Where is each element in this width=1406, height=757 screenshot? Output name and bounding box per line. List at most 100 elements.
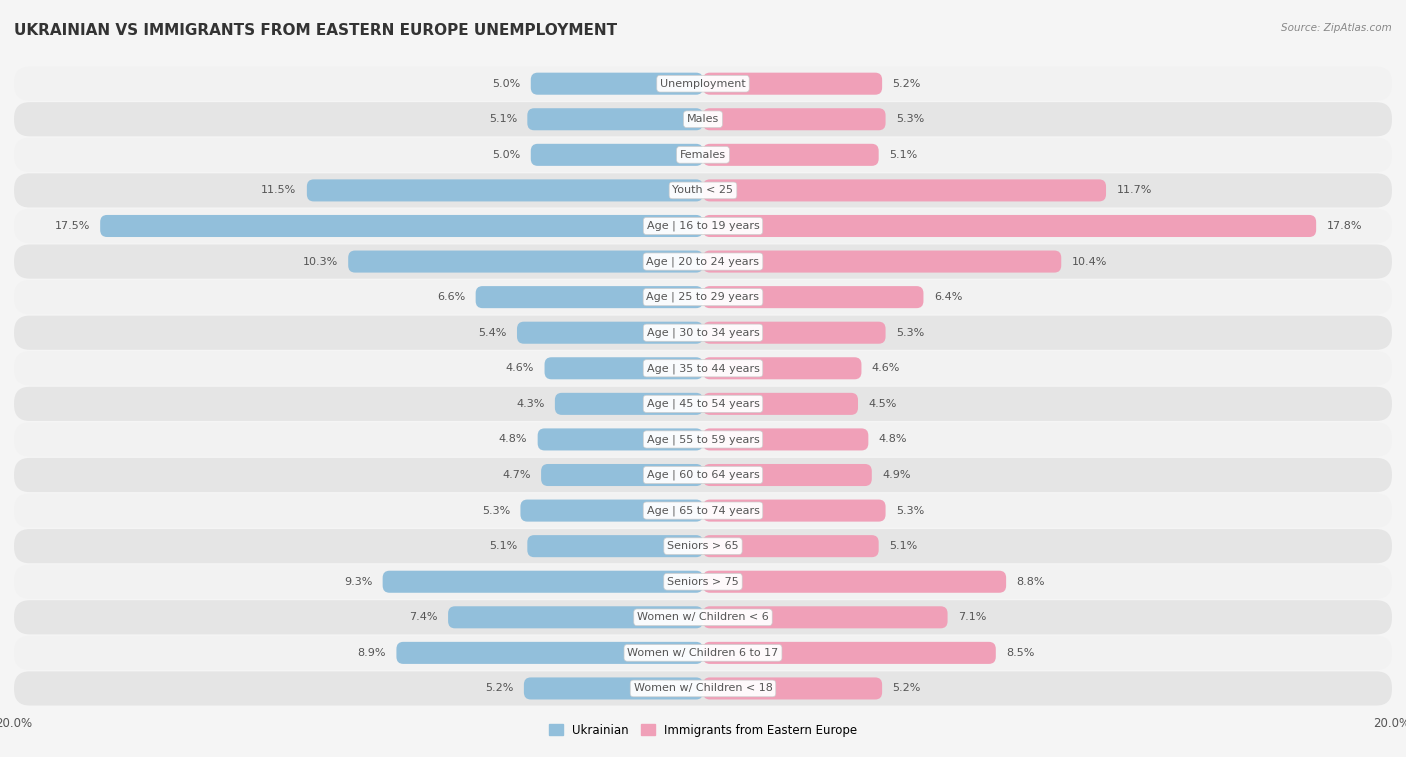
Text: 5.0%: 5.0%	[492, 79, 520, 89]
Text: Age | 55 to 59 years: Age | 55 to 59 years	[647, 435, 759, 444]
Text: 7.1%: 7.1%	[957, 612, 986, 622]
Text: 6.4%: 6.4%	[934, 292, 962, 302]
Text: 5.1%: 5.1%	[889, 150, 917, 160]
Text: 8.8%: 8.8%	[1017, 577, 1045, 587]
Text: Age | 25 to 29 years: Age | 25 to 29 years	[647, 292, 759, 302]
Text: 17.8%: 17.8%	[1326, 221, 1362, 231]
FancyBboxPatch shape	[703, 322, 886, 344]
Text: 4.3%: 4.3%	[516, 399, 544, 409]
Text: Age | 45 to 54 years: Age | 45 to 54 years	[647, 399, 759, 409]
Text: Age | 16 to 19 years: Age | 16 to 19 years	[647, 221, 759, 231]
FancyBboxPatch shape	[14, 387, 1392, 421]
FancyBboxPatch shape	[703, 108, 886, 130]
Text: 5.3%: 5.3%	[896, 506, 924, 516]
FancyBboxPatch shape	[14, 102, 1392, 136]
FancyBboxPatch shape	[527, 108, 703, 130]
FancyBboxPatch shape	[14, 173, 1392, 207]
FancyBboxPatch shape	[14, 280, 1392, 314]
Text: Source: ZipAtlas.com: Source: ZipAtlas.com	[1281, 23, 1392, 33]
FancyBboxPatch shape	[382, 571, 703, 593]
Text: Women w/ Children < 6: Women w/ Children < 6	[637, 612, 769, 622]
FancyBboxPatch shape	[14, 458, 1392, 492]
FancyBboxPatch shape	[555, 393, 703, 415]
Text: 4.8%: 4.8%	[879, 435, 907, 444]
Text: 5.4%: 5.4%	[478, 328, 506, 338]
FancyBboxPatch shape	[703, 251, 1062, 273]
Text: 5.2%: 5.2%	[893, 684, 921, 693]
FancyBboxPatch shape	[703, 464, 872, 486]
Text: Age | 30 to 34 years: Age | 30 to 34 years	[647, 328, 759, 338]
Text: 5.2%: 5.2%	[485, 684, 513, 693]
FancyBboxPatch shape	[703, 179, 1107, 201]
FancyBboxPatch shape	[14, 138, 1392, 172]
Text: Women w/ Children 6 to 17: Women w/ Children 6 to 17	[627, 648, 779, 658]
Text: Age | 35 to 44 years: Age | 35 to 44 years	[647, 363, 759, 373]
FancyBboxPatch shape	[14, 245, 1392, 279]
Legend: Ukrainian, Immigrants from Eastern Europe: Ukrainian, Immigrants from Eastern Europ…	[544, 719, 862, 742]
FancyBboxPatch shape	[14, 316, 1392, 350]
Text: 4.7%: 4.7%	[502, 470, 531, 480]
Text: 17.5%: 17.5%	[55, 221, 90, 231]
FancyBboxPatch shape	[703, 215, 1316, 237]
Text: Age | 60 to 64 years: Age | 60 to 64 years	[647, 470, 759, 480]
Text: 11.7%: 11.7%	[1116, 185, 1152, 195]
Text: 8.5%: 8.5%	[1007, 648, 1035, 658]
FancyBboxPatch shape	[14, 209, 1392, 243]
FancyBboxPatch shape	[703, 606, 948, 628]
Text: 11.5%: 11.5%	[262, 185, 297, 195]
FancyBboxPatch shape	[703, 357, 862, 379]
FancyBboxPatch shape	[520, 500, 703, 522]
FancyBboxPatch shape	[14, 529, 1392, 563]
Text: 5.3%: 5.3%	[896, 114, 924, 124]
FancyBboxPatch shape	[14, 636, 1392, 670]
Text: Women w/ Children < 18: Women w/ Children < 18	[634, 684, 772, 693]
Text: 6.6%: 6.6%	[437, 292, 465, 302]
FancyBboxPatch shape	[14, 422, 1392, 456]
Text: Age | 20 to 24 years: Age | 20 to 24 years	[647, 257, 759, 266]
Text: Unemployment: Unemployment	[661, 79, 745, 89]
Text: Seniors > 75: Seniors > 75	[666, 577, 740, 587]
FancyBboxPatch shape	[449, 606, 703, 628]
Text: Females: Females	[681, 150, 725, 160]
FancyBboxPatch shape	[14, 671, 1392, 706]
Text: 10.3%: 10.3%	[302, 257, 337, 266]
FancyBboxPatch shape	[544, 357, 703, 379]
FancyBboxPatch shape	[475, 286, 703, 308]
FancyBboxPatch shape	[14, 565, 1392, 599]
FancyBboxPatch shape	[703, 428, 869, 450]
Text: 10.4%: 10.4%	[1071, 257, 1107, 266]
FancyBboxPatch shape	[703, 144, 879, 166]
FancyBboxPatch shape	[14, 351, 1392, 385]
FancyBboxPatch shape	[14, 67, 1392, 101]
Text: 4.6%: 4.6%	[506, 363, 534, 373]
FancyBboxPatch shape	[703, 678, 882, 699]
FancyBboxPatch shape	[703, 571, 1007, 593]
FancyBboxPatch shape	[541, 464, 703, 486]
Text: 4.6%: 4.6%	[872, 363, 900, 373]
Text: 4.5%: 4.5%	[869, 399, 897, 409]
Text: Seniors > 65: Seniors > 65	[668, 541, 738, 551]
Text: Age | 65 to 74 years: Age | 65 to 74 years	[647, 506, 759, 516]
Text: 5.3%: 5.3%	[896, 328, 924, 338]
Text: 5.1%: 5.1%	[489, 114, 517, 124]
Text: 5.2%: 5.2%	[893, 79, 921, 89]
FancyBboxPatch shape	[517, 322, 703, 344]
Text: 7.4%: 7.4%	[409, 612, 437, 622]
FancyBboxPatch shape	[14, 494, 1392, 528]
FancyBboxPatch shape	[307, 179, 703, 201]
FancyBboxPatch shape	[531, 73, 703, 95]
Text: 5.3%: 5.3%	[482, 506, 510, 516]
Text: UKRAINIAN VS IMMIGRANTS FROM EASTERN EUROPE UNEMPLOYMENT: UKRAINIAN VS IMMIGRANTS FROM EASTERN EUR…	[14, 23, 617, 38]
Text: 8.9%: 8.9%	[357, 648, 387, 658]
FancyBboxPatch shape	[14, 600, 1392, 634]
FancyBboxPatch shape	[703, 393, 858, 415]
FancyBboxPatch shape	[349, 251, 703, 273]
FancyBboxPatch shape	[703, 73, 882, 95]
Text: 5.1%: 5.1%	[489, 541, 517, 551]
FancyBboxPatch shape	[527, 535, 703, 557]
FancyBboxPatch shape	[703, 535, 879, 557]
Text: 5.1%: 5.1%	[889, 541, 917, 551]
FancyBboxPatch shape	[703, 642, 995, 664]
FancyBboxPatch shape	[100, 215, 703, 237]
Text: 4.9%: 4.9%	[882, 470, 911, 480]
